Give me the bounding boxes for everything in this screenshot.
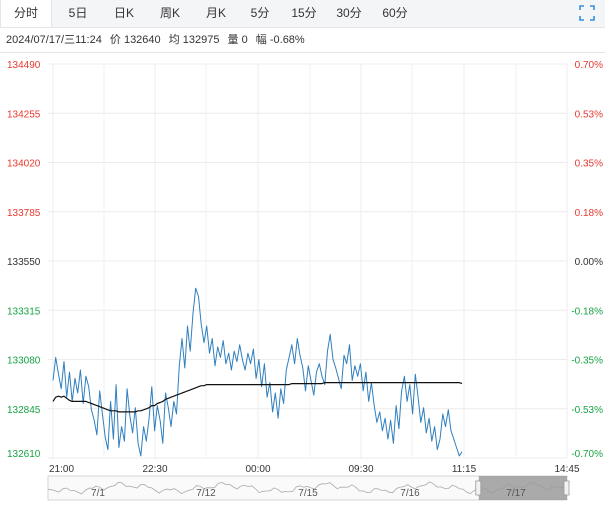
navigator-date-label: 7/1 [91,488,105,499]
price-line [52,287,463,457]
navigator-date-label: 7/12 [196,488,216,499]
y-tick-label-left: 134020 [7,159,41,170]
x-tick-label: 09:30 [348,464,373,475]
navigator-handle-left [475,480,482,496]
navigator-date-label: 7/15 [298,488,318,499]
y-tick-label-left: 133785 [7,208,41,219]
tab-weekly-k[interactable]: 周K [159,6,180,20]
info-average: 均 132975 [168,34,220,46]
y-tick-label-right: 0.70% [575,60,603,71]
tab-5-day[interactable]: 5日 [68,6,88,20]
navigator-handle-right [563,480,570,496]
y-tick-label-right: -0.18% [571,306,603,317]
tab-5-min[interactable]: 5分 [250,6,270,20]
tab-intraday[interactable]: 分时 [0,0,52,27]
average-line [52,382,463,413]
x-tick-label: 11:15 [452,464,477,475]
navigator-selection [478,476,567,500]
period-tab-bar: 分时 5日 日K 周K 月K 5分 15分 30分 60分 [0,0,605,28]
y-tick-label-left: 132845 [7,405,41,416]
tab-daily-k[interactable]: 日K [113,6,134,20]
y-tick-label-left: 133080 [7,356,41,367]
tab-60-min[interactable]: 60分 [382,6,408,20]
y-tick-label-left: 132610 [7,449,41,460]
info-volume: 量 0 [227,34,248,46]
x-tick-label: 14:45 [554,464,579,475]
y-tick-label-right: 0.35% [575,159,603,170]
y-tick-label-left: 134490 [7,60,41,71]
info-price: 价 132640 [109,34,161,46]
x-tick-label: 22:30 [142,464,167,475]
y-tick-label-right: 0.00% [575,257,603,268]
y-tick-label-right: -0.70% [571,449,603,460]
info-datetime: 2024/07/17/三11:24 [6,34,102,46]
y-tick-label-right: -0.35% [571,356,603,367]
tab-15-min[interactable]: 15分 [291,6,317,20]
fullscreen-icon[interactable] [579,5,595,21]
x-tick-label: 00:00 [245,464,270,475]
navigator-date-label: 7/16 [400,488,420,499]
y-tick-label-left: 133550 [7,257,41,268]
tab-monthly-k[interactable]: 月K [205,6,226,20]
quote-info-bar: 2024/07/17/三11:24 价 132640 均 132975 量 0 … [6,32,310,48]
info-change: 幅 -0.68% [255,34,305,46]
navigator-date-label: 7/17 [506,488,526,499]
y-tick-label-left: 134255 [7,109,41,120]
y-tick-label-right: -0.53% [571,405,603,416]
y-tick-label-right: 0.18% [575,208,603,219]
x-tick-label: 21:00 [49,464,74,475]
info-divider [0,52,605,53]
tab-30-min[interactable]: 30分 [336,6,362,20]
y-tick-label-right: 0.53% [575,109,603,120]
y-tick-label-left: 133315 [7,306,41,317]
